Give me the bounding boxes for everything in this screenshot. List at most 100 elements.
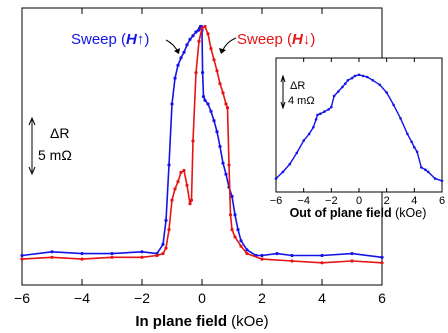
x-tick-label: 4	[318, 290, 326, 306]
data-point	[173, 187, 177, 191]
data-point	[350, 76, 354, 80]
data-point	[290, 259, 294, 263]
data-point	[80, 252, 84, 256]
data-point	[179, 56, 183, 60]
inset-panel: −6 −4 −2 0 2 4 6 ΔR 4 mΩ Out of plane field (k…	[270, 57, 445, 220]
main-x-axis-label-unit: (kOe)	[227, 313, 269, 330]
inset-x-axis-label: Out of plane field (kOe)	[290, 206, 427, 220]
data-point	[424, 168, 427, 171]
data-point	[346, 79, 350, 82]
data-point	[319, 112, 322, 116]
x-tick-label: −6	[14, 290, 30, 306]
data-point	[215, 69, 219, 73]
data-point	[167, 163, 171, 167]
data-point	[233, 213, 237, 217]
data-point	[170, 198, 174, 202]
data-point	[203, 98, 207, 102]
data-point	[440, 179, 444, 183]
x-tick-label: −2	[134, 290, 150, 306]
data-point	[110, 252, 114, 256]
inset-x-tick-labels: −6 −4 −2 0 2 4 6	[270, 195, 445, 207]
data-point	[413, 146, 416, 149]
data-point	[420, 166, 423, 169]
data-point	[201, 71, 205, 75]
inset-frame	[275, 57, 443, 193]
main-x-axis-label: In plane field (kOe)	[135, 313, 268, 330]
data-point	[191, 34, 195, 38]
data-point	[164, 246, 168, 250]
main-x-ticks	[21, 8, 383, 285]
data-point	[140, 250, 144, 254]
data-point	[233, 235, 237, 239]
data-point	[176, 63, 180, 67]
data-point	[353, 74, 357, 78]
data-point	[194, 30, 198, 34]
inset-scale-bar-value: 4 mΩ	[288, 95, 315, 107]
data-point	[302, 139, 306, 142]
data-point	[188, 202, 192, 206]
data-point	[361, 74, 365, 78]
data-point	[410, 140, 413, 144]
inset-scale-bar-label: ΔR	[290, 80, 305, 92]
data-point	[312, 125, 315, 129]
data-point	[406, 132, 409, 136]
data-point	[260, 257, 264, 261]
data-point	[433, 177, 437, 180]
data-point	[167, 228, 171, 232]
data-point	[245, 248, 249, 252]
data-point	[295, 151, 299, 155]
main-scale-bar-label: ΔR	[50, 125, 69, 141]
data-point	[426, 170, 430, 174]
data-point	[197, 39, 201, 43]
data-point	[288, 162, 292, 166]
data-point	[260, 253, 264, 258]
data-point	[189, 198, 194, 202]
data-point	[274, 177, 278, 180]
data-point	[230, 194, 234, 198]
data-point	[179, 170, 183, 174]
data-point	[281, 170, 285, 174]
data-point	[316, 113, 319, 117]
x-tick-label: 6	[439, 195, 445, 207]
x-tick-label: 6	[378, 290, 386, 306]
legend-sweep-down: Sweep (H↓)	[219, 31, 315, 54]
data-point	[399, 117, 402, 120]
data-point	[218, 82, 222, 86]
data-point	[371, 79, 375, 82]
data-point	[194, 71, 198, 75]
data-point	[239, 239, 243, 243]
data-point	[314, 118, 318, 121]
data-point	[350, 259, 354, 263]
data-point	[182, 168, 186, 173]
main-series-group	[20, 24, 384, 265]
inset-x-ticks	[275, 58, 443, 192]
data-point	[245, 252, 249, 256]
data-point	[327, 108, 330, 111]
legend-sweep-down-prefix: Sweep (	[237, 31, 292, 48]
data-point	[50, 250, 54, 254]
data-point	[343, 82, 347, 85]
inset-x-axis-label-bold: Out of plane field	[290, 206, 392, 220]
data-point	[307, 132, 311, 136]
data-point	[185, 43, 189, 47]
data-point	[290, 253, 294, 258]
legend-sweep-up-prefix: Sweep (	[71, 31, 126, 48]
data-point	[215, 130, 219, 134]
data-point	[20, 257, 24, 261]
data-point	[392, 103, 395, 107]
data-point	[366, 75, 369, 79]
data-point	[385, 91, 389, 94]
x-tick-label: 2	[258, 290, 266, 306]
data-point	[206, 32, 210, 36]
data-point	[161, 252, 165, 256]
data-point	[191, 139, 195, 143]
legend-sweep-up-suffix: )	[144, 31, 149, 48]
data-point	[221, 91, 225, 95]
data-point	[357, 73, 361, 77]
legend-sweep-down-text: Sweep (H↓)	[237, 31, 315, 48]
data-point	[380, 261, 384, 265]
legend-sweep-up-text: Sweep (H↑)	[71, 31, 149, 48]
main-x-axis-label-bold: In plane field	[135, 313, 227, 330]
data-point	[170, 102, 174, 106]
